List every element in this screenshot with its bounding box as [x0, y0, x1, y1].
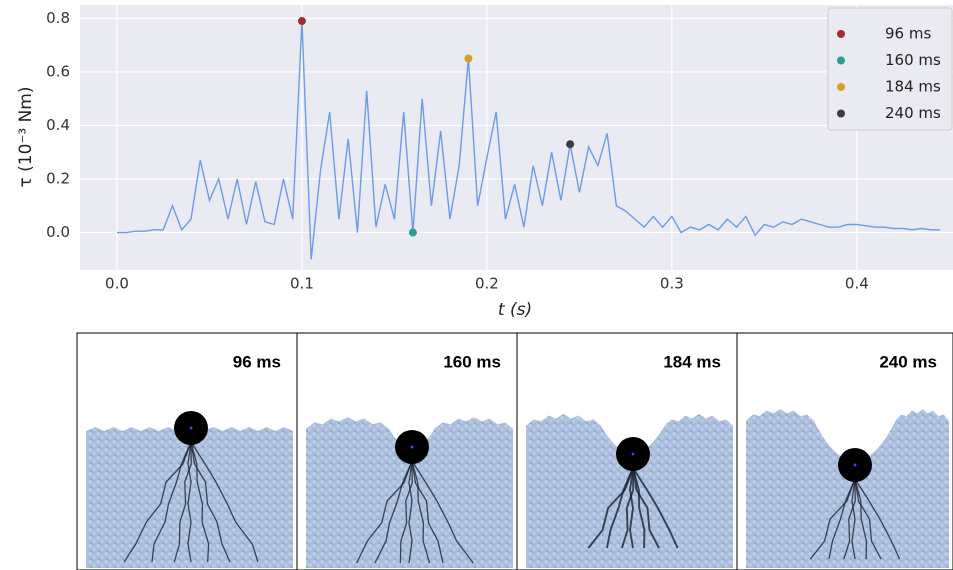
x-axis-label: t (s): [498, 300, 532, 320]
crack: [851, 478, 856, 560]
y-tick-label: 0.0: [46, 223, 70, 241]
intruder-center: [853, 463, 857, 467]
y-tick-label: 0.8: [46, 9, 70, 27]
y-axis-label: τ (10⁻³ Nm): [16, 86, 36, 187]
x-tick-label: 0.1: [290, 275, 314, 293]
legend-label: 240 ms: [885, 104, 941, 122]
marker: [566, 140, 575, 149]
panel-label: 240 ms: [879, 352, 937, 371]
x-tick-label: 0.0: [105, 275, 129, 293]
panel-label: 160 ms: [443, 352, 501, 371]
crack: [632, 467, 660, 549]
crack: [632, 467, 679, 549]
crack: [828, 478, 856, 560]
crack: [411, 460, 444, 564]
granular-bed: [746, 409, 949, 568]
legend-label: 160 ms: [885, 51, 941, 69]
legend-marker: [837, 109, 845, 118]
crack: [399, 460, 413, 564]
crack: [632, 467, 646, 549]
panel-label: 96 ms: [233, 352, 281, 371]
marker: [464, 54, 473, 63]
legend-box: [827, 7, 953, 131]
crack: [190, 441, 259, 563]
crack: [843, 478, 856, 560]
legend-label: 96 ms: [885, 25, 931, 43]
crack: [854, 478, 882, 560]
panel-label: 184 ms: [663, 352, 721, 371]
x-tick-label: 0.2: [475, 275, 499, 293]
crack: [854, 478, 901, 560]
y-tick-label: 0.4: [46, 116, 70, 134]
legend-marker: [837, 83, 845, 91]
crack: [809, 478, 856, 560]
marker: [408, 228, 417, 237]
intruder-center: [410, 445, 414, 449]
crack: [606, 467, 634, 549]
crack: [411, 460, 474, 564]
plot-area: [80, 5, 953, 270]
crack: [408, 460, 413, 564]
legend-label: 184 ms: [885, 78, 941, 96]
panels: 96 ms 160 ms 184 ms 240 ms: [76, 332, 953, 570]
crack: [173, 441, 192, 563]
y-tick-label: 0.2: [46, 169, 70, 187]
crack: [151, 441, 192, 563]
crack: [854, 478, 868, 560]
crack: [187, 441, 192, 563]
intruder-center: [189, 426, 193, 430]
legend-marker: [837, 30, 845, 38]
crack: [190, 441, 231, 563]
x-tick-label: 0.3: [660, 275, 684, 293]
crack: [190, 441, 210, 563]
crack: [374, 460, 413, 564]
legend-marker: [837, 56, 845, 65]
crack: [620, 467, 635, 549]
crack: [411, 460, 431, 564]
line: [116, 21, 941, 260]
marker: [297, 17, 306, 26]
y-tick-label: 0.6: [46, 62, 70, 80]
crack: [629, 467, 634, 549]
crack: [123, 441, 192, 563]
x-tick-label: 0.4: [845, 275, 869, 293]
crack: [356, 460, 413, 564]
intruder-center: [631, 452, 635, 456]
